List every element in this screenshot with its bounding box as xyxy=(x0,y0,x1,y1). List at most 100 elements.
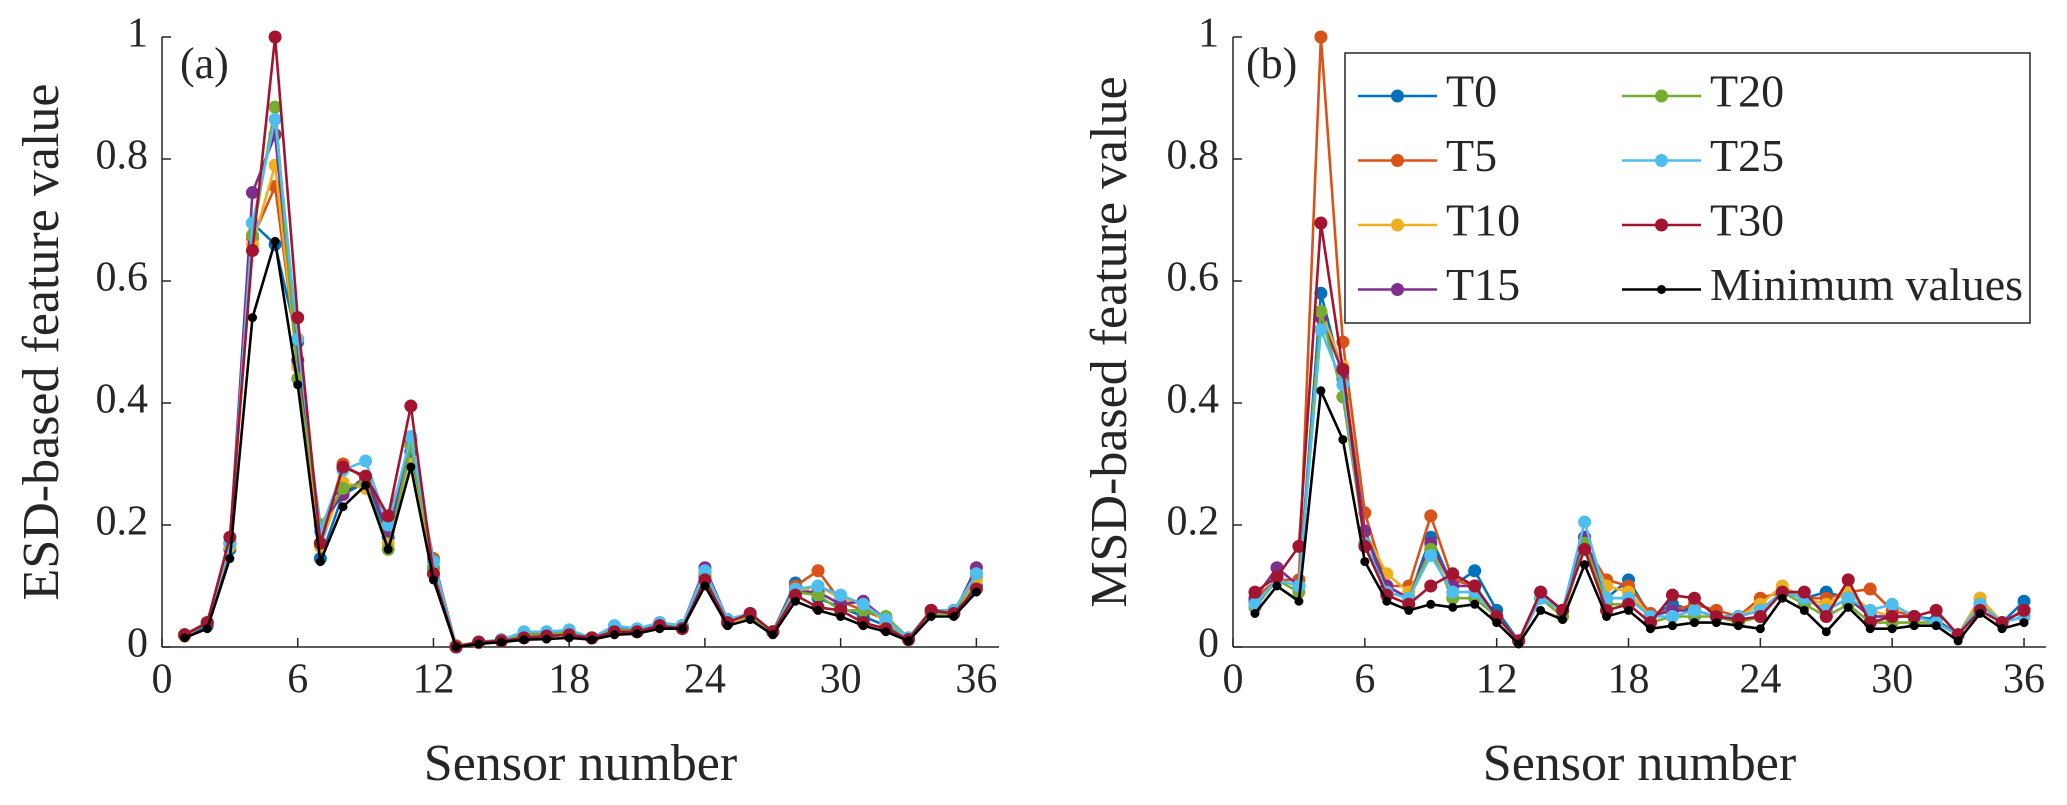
point xyxy=(1314,305,1328,318)
legend-label: T25 xyxy=(1710,130,1784,181)
point xyxy=(1797,585,1811,599)
point xyxy=(1821,627,1831,637)
y-tick-label: 1 xyxy=(127,11,148,57)
point xyxy=(1446,567,1460,581)
legend-label: T10 xyxy=(1446,195,1520,246)
legend-label: T5 xyxy=(1446,130,1497,181)
point xyxy=(926,612,936,621)
point xyxy=(1426,599,1436,609)
legend-marker xyxy=(1655,154,1668,167)
x-tick-label: 24 xyxy=(684,657,726,703)
point xyxy=(404,399,418,413)
point xyxy=(1270,570,1284,584)
point xyxy=(1931,621,1941,631)
point xyxy=(1665,610,1679,623)
point xyxy=(361,480,371,490)
series-line xyxy=(184,240,978,649)
point xyxy=(1665,588,1679,602)
point xyxy=(904,636,914,646)
point xyxy=(202,624,212,634)
legend-label: T20 xyxy=(1710,66,1784,117)
point xyxy=(542,634,552,644)
point xyxy=(609,630,619,640)
point xyxy=(293,380,303,390)
point xyxy=(881,627,891,637)
point xyxy=(677,624,687,634)
point xyxy=(1578,515,1592,529)
legend-label: T0 xyxy=(1446,66,1497,117)
point xyxy=(1468,579,1482,593)
point xyxy=(359,454,373,468)
point xyxy=(268,112,282,126)
x-tick-label: 30 xyxy=(820,657,862,703)
point xyxy=(1777,593,1787,603)
x-tick-label: 18 xyxy=(1608,657,1650,703)
x-tick-label: 18 xyxy=(548,657,590,703)
point xyxy=(587,635,597,645)
y-tick-label: 0.8 xyxy=(96,133,149,179)
point xyxy=(247,313,257,323)
legend-label: T15 xyxy=(1446,259,1520,310)
series xyxy=(178,216,983,654)
point xyxy=(655,624,665,634)
point xyxy=(1645,624,1655,634)
point xyxy=(381,509,395,523)
point xyxy=(1336,378,1350,392)
point xyxy=(856,597,870,611)
point xyxy=(1316,386,1326,396)
legend-marker xyxy=(1391,154,1404,167)
point xyxy=(1997,624,2007,634)
series-line xyxy=(1253,317,2025,644)
point xyxy=(1468,564,1482,578)
point xyxy=(428,575,438,585)
legend-label: T30 xyxy=(1710,195,1784,246)
point xyxy=(834,588,848,602)
y-tick-label: 0.8 xyxy=(1167,133,1220,179)
point xyxy=(1558,615,1568,625)
point xyxy=(1534,585,1548,599)
point xyxy=(1272,581,1282,591)
point xyxy=(1360,557,1370,567)
point xyxy=(1314,323,1328,337)
point xyxy=(406,462,416,472)
point xyxy=(1841,573,1855,587)
y-axis-label: ESD-based feature value xyxy=(13,84,70,601)
point xyxy=(879,613,893,627)
y-tick-label: 0 xyxy=(1198,621,1219,667)
y-tick-label: 1 xyxy=(1198,11,1219,57)
point xyxy=(700,581,710,591)
point xyxy=(1424,579,1438,593)
point xyxy=(315,557,325,567)
y-tick-label: 0.6 xyxy=(96,255,149,301)
point xyxy=(1907,610,1921,623)
point xyxy=(836,612,846,621)
x-tick-label: 12 xyxy=(412,657,454,703)
point xyxy=(2017,594,2031,608)
point xyxy=(291,332,305,346)
point xyxy=(223,530,237,544)
point xyxy=(1250,608,1260,618)
point xyxy=(1424,509,1438,523)
point xyxy=(1314,216,1328,230)
point xyxy=(496,637,506,647)
point xyxy=(632,629,642,639)
point xyxy=(813,605,823,615)
point xyxy=(1382,596,1392,606)
panel-label: (b) xyxy=(1246,39,1297,88)
point xyxy=(1885,610,1899,623)
point xyxy=(1687,591,1701,605)
x-axis-label: Sensor number xyxy=(1483,735,1796,792)
point xyxy=(336,481,350,495)
point xyxy=(1446,585,1460,599)
point xyxy=(1292,539,1306,553)
point xyxy=(811,564,825,578)
point xyxy=(768,630,778,640)
point xyxy=(1624,605,1634,615)
point xyxy=(969,567,983,581)
point xyxy=(1514,639,1524,649)
point xyxy=(1909,621,1919,631)
point xyxy=(723,621,733,631)
point xyxy=(1885,597,1899,611)
y-tick-label: 0.4 xyxy=(1167,377,1220,423)
